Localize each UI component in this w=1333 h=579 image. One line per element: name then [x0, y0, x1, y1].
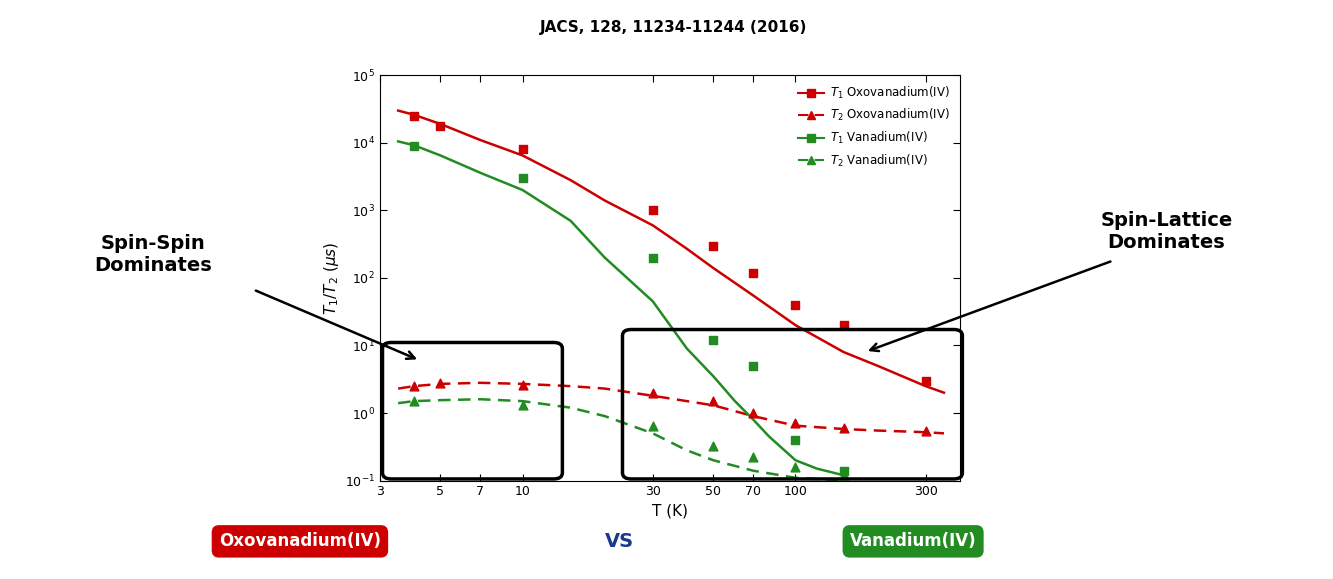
Point: [512, 380, 533, 390]
Point: [833, 321, 854, 330]
X-axis label: T (K): T (K): [652, 504, 688, 519]
Legend: $T_1$ Oxovanadium(IV), $T_2$ Oxovanadium(IV), $T_1$ Vanadium(IV), $T_2$ Vanadium: $T_1$ Oxovanadium(IV), $T_2$ Oxovanadium…: [794, 81, 954, 172]
Point: [702, 335, 724, 345]
Point: [404, 111, 425, 120]
Point: [742, 361, 764, 371]
Point: [429, 378, 451, 387]
Point: [785, 300, 806, 309]
Point: [512, 401, 533, 410]
Point: [785, 435, 806, 445]
Point: [404, 382, 425, 391]
Point: [742, 408, 764, 417]
Point: [785, 419, 806, 428]
Text: Oxovanadium(IV): Oxovanadium(IV): [219, 532, 381, 551]
Point: [429, 121, 451, 130]
Point: [702, 442, 724, 451]
Point: [643, 388, 664, 397]
Point: [833, 466, 854, 475]
Point: [404, 397, 425, 406]
Y-axis label: $T_1 / T_2\ (\mu s)$: $T_1 / T_2\ (\mu s)$: [321, 241, 341, 314]
Point: [702, 397, 724, 406]
Point: [914, 426, 936, 435]
Point: [833, 471, 854, 480]
Text: JACS, 128, 11234-11244 (2016): JACS, 128, 11234-11244 (2016): [540, 20, 806, 35]
Point: [785, 462, 806, 471]
Point: [512, 145, 533, 154]
Point: [742, 268, 764, 277]
Text: VS: VS: [605, 532, 635, 551]
Text: Spin-Lattice
Dominates: Spin-Lattice Dominates: [1100, 211, 1233, 252]
Point: [702, 241, 724, 250]
Point: [914, 376, 936, 386]
Point: [404, 141, 425, 151]
Point: [742, 453, 764, 462]
Point: [643, 421, 664, 430]
Point: [833, 423, 854, 433]
Point: [643, 206, 664, 215]
Point: [643, 253, 664, 262]
Text: Vanadium(IV): Vanadium(IV): [850, 532, 976, 551]
Point: [512, 174, 533, 183]
Text: Spin-Spin
Dominates: Spin-Spin Dominates: [95, 234, 212, 275]
